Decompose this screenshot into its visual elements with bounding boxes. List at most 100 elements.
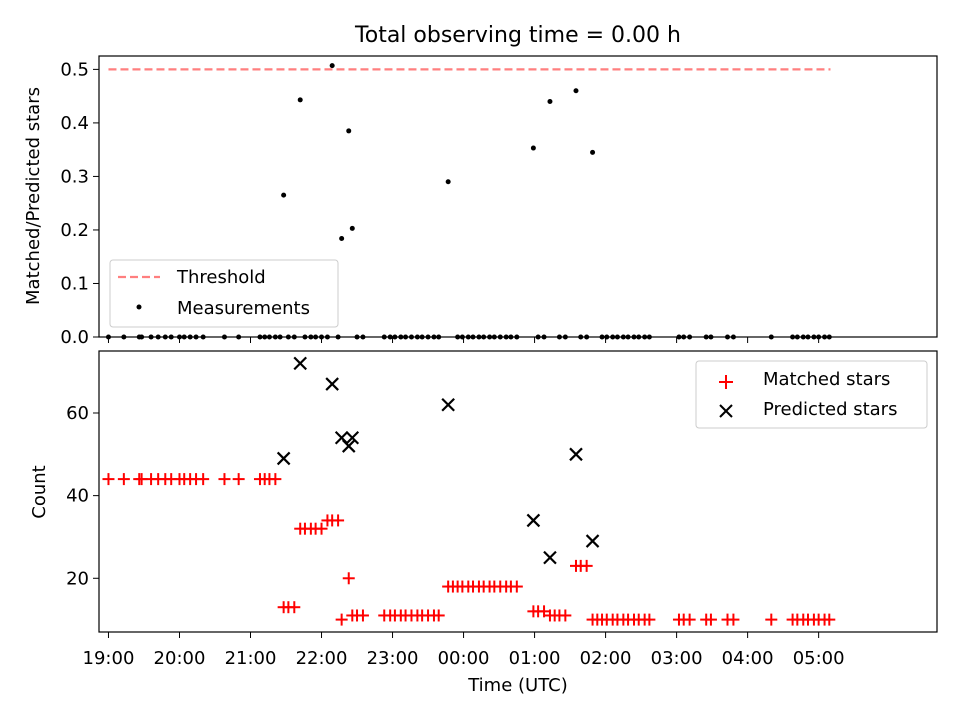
top-y-ticks: 0.0 0.1 0.2 0.3 0.4 0.5 xyxy=(60,59,99,348)
predicted-star-b xyxy=(334,431,349,445)
bottom-y-axis-label: Count xyxy=(29,465,50,518)
predicted-star-point xyxy=(526,513,541,528)
measurement-point xyxy=(573,88,579,94)
matched-star-point xyxy=(704,613,717,626)
predicted-legend-swatch xyxy=(719,404,733,418)
matched-star-point xyxy=(197,473,210,486)
matched-star-point xyxy=(232,473,245,486)
measurement-point xyxy=(547,98,553,104)
bottom-y-tick-label: 40 xyxy=(66,486,89,507)
measurement-point xyxy=(530,145,536,151)
matched-star-point xyxy=(823,613,836,626)
bottom-y-ticks: 20 40 60 xyxy=(66,403,99,589)
predicted-star-b xyxy=(341,439,356,453)
measurement-point xyxy=(281,192,287,198)
top-panel: 0.0 0.1 0.2 0.3 0.4 0.5 Matched/Predicted sta… xyxy=(23,55,938,348)
top-x-tick-marks xyxy=(107,337,820,343)
top-y-tick-label: 0.5 xyxy=(60,59,89,80)
matched-star-point xyxy=(332,514,345,527)
top-y-tick-label: 0.4 xyxy=(60,113,89,134)
x-tick-label: 19:00 xyxy=(83,648,135,669)
matched-star-point xyxy=(683,613,696,626)
top-y-tick-label: 0.3 xyxy=(60,166,89,187)
matched-star-point xyxy=(356,609,369,622)
measurement-point xyxy=(346,128,352,134)
measurement-point xyxy=(329,63,335,69)
matched-star-point xyxy=(288,601,301,614)
predicted-star-point xyxy=(543,550,557,565)
matched-legend-label: Matched stars xyxy=(763,369,890,390)
x-tick-label: 02:00 xyxy=(580,648,632,669)
predicted-star-b xyxy=(325,377,339,391)
measurement-point xyxy=(349,225,355,231)
predicted-star-b xyxy=(441,397,455,412)
matched-star-point xyxy=(559,609,572,622)
x-tick-label: 04:00 xyxy=(722,648,774,669)
matched-legend-swatch xyxy=(719,375,733,389)
predicted-star-point xyxy=(585,534,600,548)
x-tick-label: 20:00 xyxy=(154,648,206,669)
predicted-star-point xyxy=(293,356,307,371)
x-tick-label: 22:00 xyxy=(296,648,348,669)
matched-star-point xyxy=(510,580,523,593)
predicted-legend-label: Predicted stars xyxy=(763,399,897,420)
top-axes-frame xyxy=(98,55,938,338)
bottom-legend-frame xyxy=(695,360,928,429)
measurement-point xyxy=(297,97,303,103)
predicted-star-point xyxy=(345,431,360,445)
predicted-star-b xyxy=(345,431,360,445)
predicted-star-b xyxy=(526,513,541,528)
matched-star-point xyxy=(342,572,355,585)
predicted-star-point xyxy=(569,447,583,462)
top-legend: Threshold Measurements xyxy=(109,259,339,328)
top-y-tick-label: 0.1 xyxy=(60,273,89,294)
x-tick-label: 23:00 xyxy=(367,648,419,669)
predicted-star-point xyxy=(276,451,291,466)
bottom-x-ticks: 19:00 20:00 21:00 22:00 23:00 00:00 01:00 02:00… xyxy=(83,632,845,669)
top-y-axis-label: Matched/Predicted stars xyxy=(23,87,44,305)
predicted-star-b xyxy=(276,451,291,466)
x-tick-label: 05:00 xyxy=(793,648,845,669)
measurement-point xyxy=(445,179,451,185)
top-legend-frame xyxy=(109,259,339,328)
matched-star-point xyxy=(269,473,282,486)
measurement-point xyxy=(339,236,345,242)
matched-star-point xyxy=(580,559,593,572)
bottom-plot-marks xyxy=(102,356,836,626)
matched-star-point xyxy=(432,609,445,622)
x-axis-label: Time (UTC) xyxy=(467,675,568,696)
bottom-y-tick-label: 20 xyxy=(66,568,89,589)
threshold-legend-label: Threshold xyxy=(176,267,266,288)
bottom-y-tick-label: 60 xyxy=(66,403,89,424)
matched-star-point xyxy=(218,473,231,486)
predicted-star-b xyxy=(569,447,583,462)
top-y-tick-label: 0.0 xyxy=(60,327,89,348)
matched-star-point xyxy=(117,473,130,486)
measurements-legend-label: Measurements xyxy=(177,298,310,319)
x-tick-label: 01:00 xyxy=(509,648,561,669)
x-tick-label: 21:00 xyxy=(225,648,277,669)
matched-star-point xyxy=(727,613,740,626)
measurement-point xyxy=(590,149,596,155)
x-tick-label: 00:00 xyxy=(438,648,490,669)
bottom-axes-frame xyxy=(98,350,938,633)
predicted-star-point xyxy=(325,377,339,391)
matched-star-point xyxy=(765,613,778,626)
bottom-legend: Matched stars Predicted stars xyxy=(695,360,928,429)
bottom-panel: 20 40 60 19:00 20:00 21:00 22:00 23:00 00:00 01:… xyxy=(29,350,938,696)
predicted-star-b xyxy=(543,550,557,565)
matched-star-point xyxy=(315,522,328,535)
matched-star-point xyxy=(643,613,656,626)
predicted-star-point xyxy=(441,397,455,412)
measurements-legend-swatch xyxy=(136,304,142,310)
matched-star-point xyxy=(335,613,348,626)
predicted-star-b xyxy=(585,534,600,548)
matched-star-point xyxy=(102,473,115,486)
top-y-tick-label: 0.2 xyxy=(60,220,89,241)
predicted-star-point xyxy=(341,439,356,453)
chart-title: Total observing time = 0.00 h xyxy=(354,23,681,48)
x-tick-label: 03:00 xyxy=(651,648,703,669)
predicted-star-b xyxy=(293,356,307,371)
